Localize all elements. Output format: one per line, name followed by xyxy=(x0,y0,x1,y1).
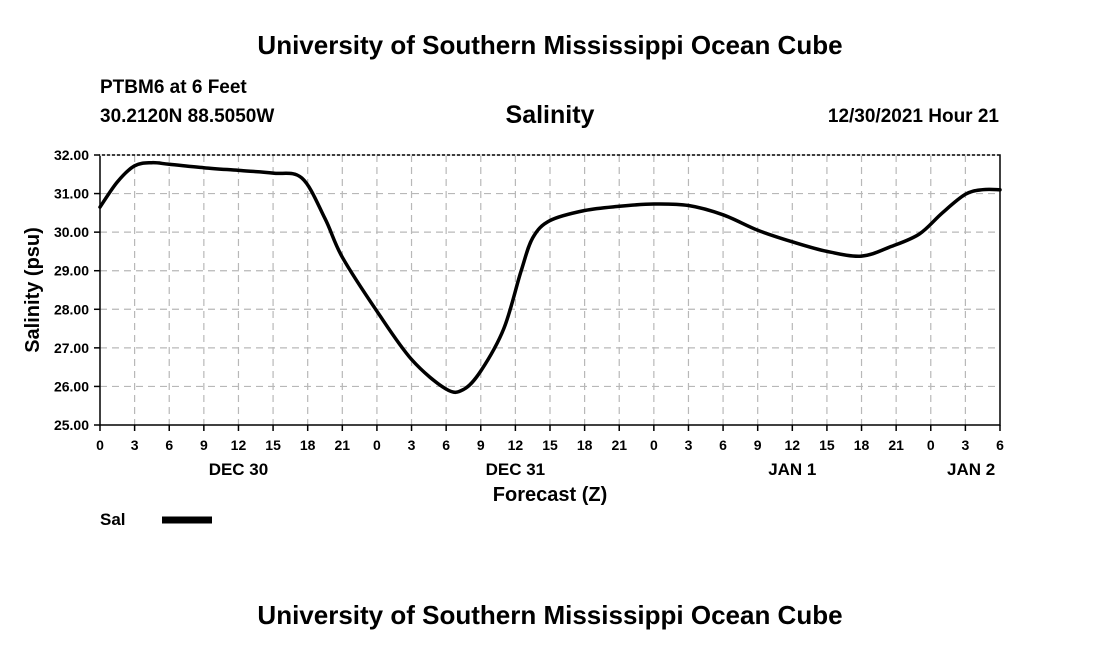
x-tick-label: 21 xyxy=(888,437,904,453)
y-tick-label: 29.00 xyxy=(54,263,89,279)
y-tick-label: 26.00 xyxy=(54,378,89,394)
main-title: University of Southern Mississippi Ocean… xyxy=(257,30,843,60)
x-tick-label: 6 xyxy=(165,437,173,453)
date-label: DEC 30 xyxy=(209,460,269,479)
x-tick-label: 18 xyxy=(300,437,316,453)
y-tick-label: 30.00 xyxy=(54,224,89,240)
date-label: JAN 1 xyxy=(768,460,816,479)
x-tick-label: 18 xyxy=(854,437,870,453)
x-tick-label: 12 xyxy=(785,437,801,453)
y-tick-label: 27.00 xyxy=(54,340,89,356)
x-tick-label: 0 xyxy=(927,437,935,453)
date-label: DEC 31 xyxy=(486,460,546,479)
x-tick-label: 6 xyxy=(442,437,450,453)
x-tick-label: 15 xyxy=(265,437,281,453)
x-tick-label: 21 xyxy=(611,437,627,453)
x-tick-label: 3 xyxy=(685,437,693,453)
x-tick-label: 15 xyxy=(542,437,558,453)
x-tick-label: 6 xyxy=(719,437,727,453)
y-tick-label: 25.00 xyxy=(54,417,89,433)
x-tick-label: 3 xyxy=(408,437,416,453)
x-tick-label: 21 xyxy=(335,437,351,453)
x-tick-label: 3 xyxy=(961,437,969,453)
x-axis-title: Forecast (Z) xyxy=(493,484,607,506)
y-tick-label: 31.00 xyxy=(54,186,89,202)
x-tick-label: 3 xyxy=(131,437,139,453)
x-tick-label: 15 xyxy=(819,437,835,453)
forecast-timestamp: 12/30/2021 Hour 21 xyxy=(827,106,999,127)
y-tick-label: 28.00 xyxy=(54,301,89,317)
x-tick-label: 0 xyxy=(373,437,381,453)
x-tick-label: 9 xyxy=(200,437,208,453)
x-tick-label: 12 xyxy=(231,437,247,453)
x-tick-label: 18 xyxy=(577,437,593,453)
x-tick-label: 9 xyxy=(754,437,762,453)
x-tick-label: 0 xyxy=(96,437,104,453)
legend: Sal xyxy=(100,510,212,529)
axes: 25.00 26.00 27.00 28.00 29.00 30.00 31.00 32.00… xyxy=(54,147,1004,479)
x-tick-label: 6 xyxy=(996,437,1004,453)
y-tick-label: 32.00 xyxy=(54,147,89,163)
legend-label-sal: Sal xyxy=(100,510,126,529)
grid xyxy=(100,155,1000,425)
x-tick-label: 12 xyxy=(508,437,524,453)
y-axis-title: Salinity (psu) xyxy=(22,227,44,353)
station-label: PTBM6 at 6 Feet xyxy=(100,77,247,98)
x-tick-label: 0 xyxy=(650,437,658,453)
x-tick-label: 9 xyxy=(477,437,485,453)
coordinates-label: 30.2120N 88.5050W xyxy=(100,106,275,127)
salinity-series-line xyxy=(98,160,1002,395)
date-label: JAN 2 xyxy=(947,460,995,479)
footer-title: University of Southern Mississippi Ocean… xyxy=(257,600,843,630)
chart-title: Salinity xyxy=(505,101,595,129)
